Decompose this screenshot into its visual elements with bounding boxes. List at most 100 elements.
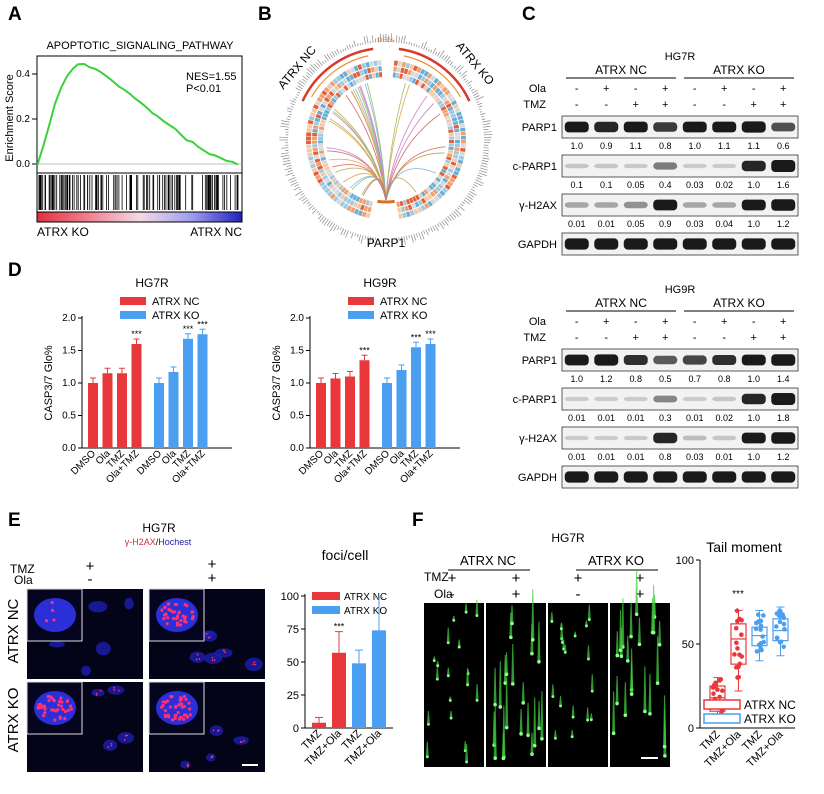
- comet-tail: [637, 617, 641, 645]
- circos-hist: [474, 95, 480, 99]
- blot-label: γ-H2AX: [519, 200, 558, 212]
- comet-head: [504, 725, 509, 730]
- circos-hist: [346, 45, 349, 50]
- quant-value: 0.9: [659, 219, 672, 229]
- blot-band: [682, 355, 707, 365]
- panel-f: F HG7R ATRX NC ATRX KO TMZ Ola +-+++-++ …: [412, 510, 796, 770]
- circos-cell: [369, 61, 374, 67]
- y-tick-label: 0: [688, 723, 694, 735]
- circos-cell: [356, 203, 362, 210]
- comet-head: [563, 650, 567, 654]
- circos-cell: [307, 119, 314, 125]
- circos-cell: [377, 60, 382, 66]
- circos-cell: [336, 191, 343, 198]
- circos-hist: [479, 167, 488, 171]
- legend-label: ATRX NC: [744, 698, 796, 712]
- circos-hist: [342, 49, 345, 52]
- circos-cell: [319, 153, 326, 158]
- comet-ko-label: ATRX KO: [588, 553, 644, 568]
- circos-hist: [451, 212, 457, 218]
- comet-head: [446, 641, 450, 645]
- blot-band: [771, 471, 796, 483]
- legend-swatch-nc: [703, 699, 741, 710]
- legend-label: ATRX KO: [152, 310, 200, 322]
- gsea-title: APOPTOTIC_SIGNALING_PATHWAY: [46, 40, 234, 52]
- circos-cell: [350, 207, 356, 214]
- inset-focus: [179, 623, 183, 627]
- data-point: [755, 612, 761, 617]
- circos-hist: [408, 235, 410, 239]
- circos-cell: [337, 89, 344, 96]
- comet-tile: [548, 603, 608, 767]
- treat-mark: +: [780, 99, 786, 111]
- comet-tail: [589, 713, 593, 720]
- circos-cell: [446, 180, 454, 187]
- circos-hist: [400, 36, 403, 44]
- circos-hist: [318, 212, 321, 216]
- circos-hist: [482, 123, 491, 126]
- blot-band: [712, 435, 737, 441]
- blot-group-ko: ATRX KO: [713, 63, 765, 77]
- circos-hist: [363, 36, 366, 45]
- comet-tail: [519, 708, 523, 734]
- circos-hist: [297, 82, 305, 87]
- blot-band: [564, 238, 589, 250]
- circos-cell: [417, 81, 423, 87]
- comet-head: [663, 754, 667, 758]
- circos-hist: [467, 193, 475, 198]
- comet-head: [510, 621, 514, 626]
- inset-focus: [178, 715, 183, 720]
- circos-hist: [411, 234, 414, 243]
- circos-hist: [425, 229, 429, 236]
- blot-band: [741, 238, 766, 250]
- circos-hist: [482, 157, 490, 160]
- circos-cell: [312, 136, 318, 140]
- data-point: [715, 687, 720, 692]
- quant-value: 0.8: [718, 374, 731, 384]
- circos-cell: [339, 200, 346, 208]
- circos-hist: [288, 177, 296, 181]
- comet-head: [590, 689, 594, 693]
- inset-focus: [173, 716, 177, 720]
- comet-tail: [623, 682, 627, 716]
- treat-mark: +: [636, 570, 645, 587]
- comet-head: [587, 618, 591, 622]
- circos-hist: [284, 167, 293, 171]
- data-point: [781, 644, 786, 650]
- circos-cell: [327, 103, 333, 109]
- inset-focus: [48, 695, 52, 699]
- inset-focus: [36, 706, 40, 710]
- circos-cell: [314, 117, 321, 123]
- circos-cell: [405, 62, 411, 69]
- comet-tail: [587, 604, 591, 620]
- circos-hist: [350, 232, 354, 239]
- inset-focus: [173, 705, 178, 709]
- circos-cell: [345, 76, 352, 83]
- blot-band: [682, 396, 707, 402]
- circos-cell: [332, 196, 339, 203]
- circos-hist: [287, 107, 293, 111]
- comet-head: [466, 683, 469, 687]
- circos-cell: [333, 85, 340, 92]
- circos-cell: [328, 100, 335, 106]
- circos-cell: [328, 183, 335, 190]
- circos-hist: [418, 45, 420, 48]
- focus: [240, 741, 243, 743]
- comet-head: [553, 736, 557, 740]
- comet-head: [629, 692, 634, 696]
- blot-band: [712, 238, 737, 250]
- circos-hist: [423, 41, 428, 50]
- treat-mark: +: [662, 316, 668, 328]
- circos-cell: [444, 174, 451, 180]
- data-point: [758, 623, 764, 629]
- comet-head: [526, 733, 530, 738]
- circos-hist: [318, 214, 323, 220]
- circos-hist: [456, 66, 464, 73]
- comet-tail: [612, 691, 616, 734]
- inset-focus: [182, 713, 187, 717]
- treat-mark: +: [780, 332, 786, 344]
- circos-cell: [434, 97, 441, 103]
- nucleus: [209, 725, 224, 736]
- blot-band: [623, 435, 648, 441]
- circos-cell: [407, 204, 413, 211]
